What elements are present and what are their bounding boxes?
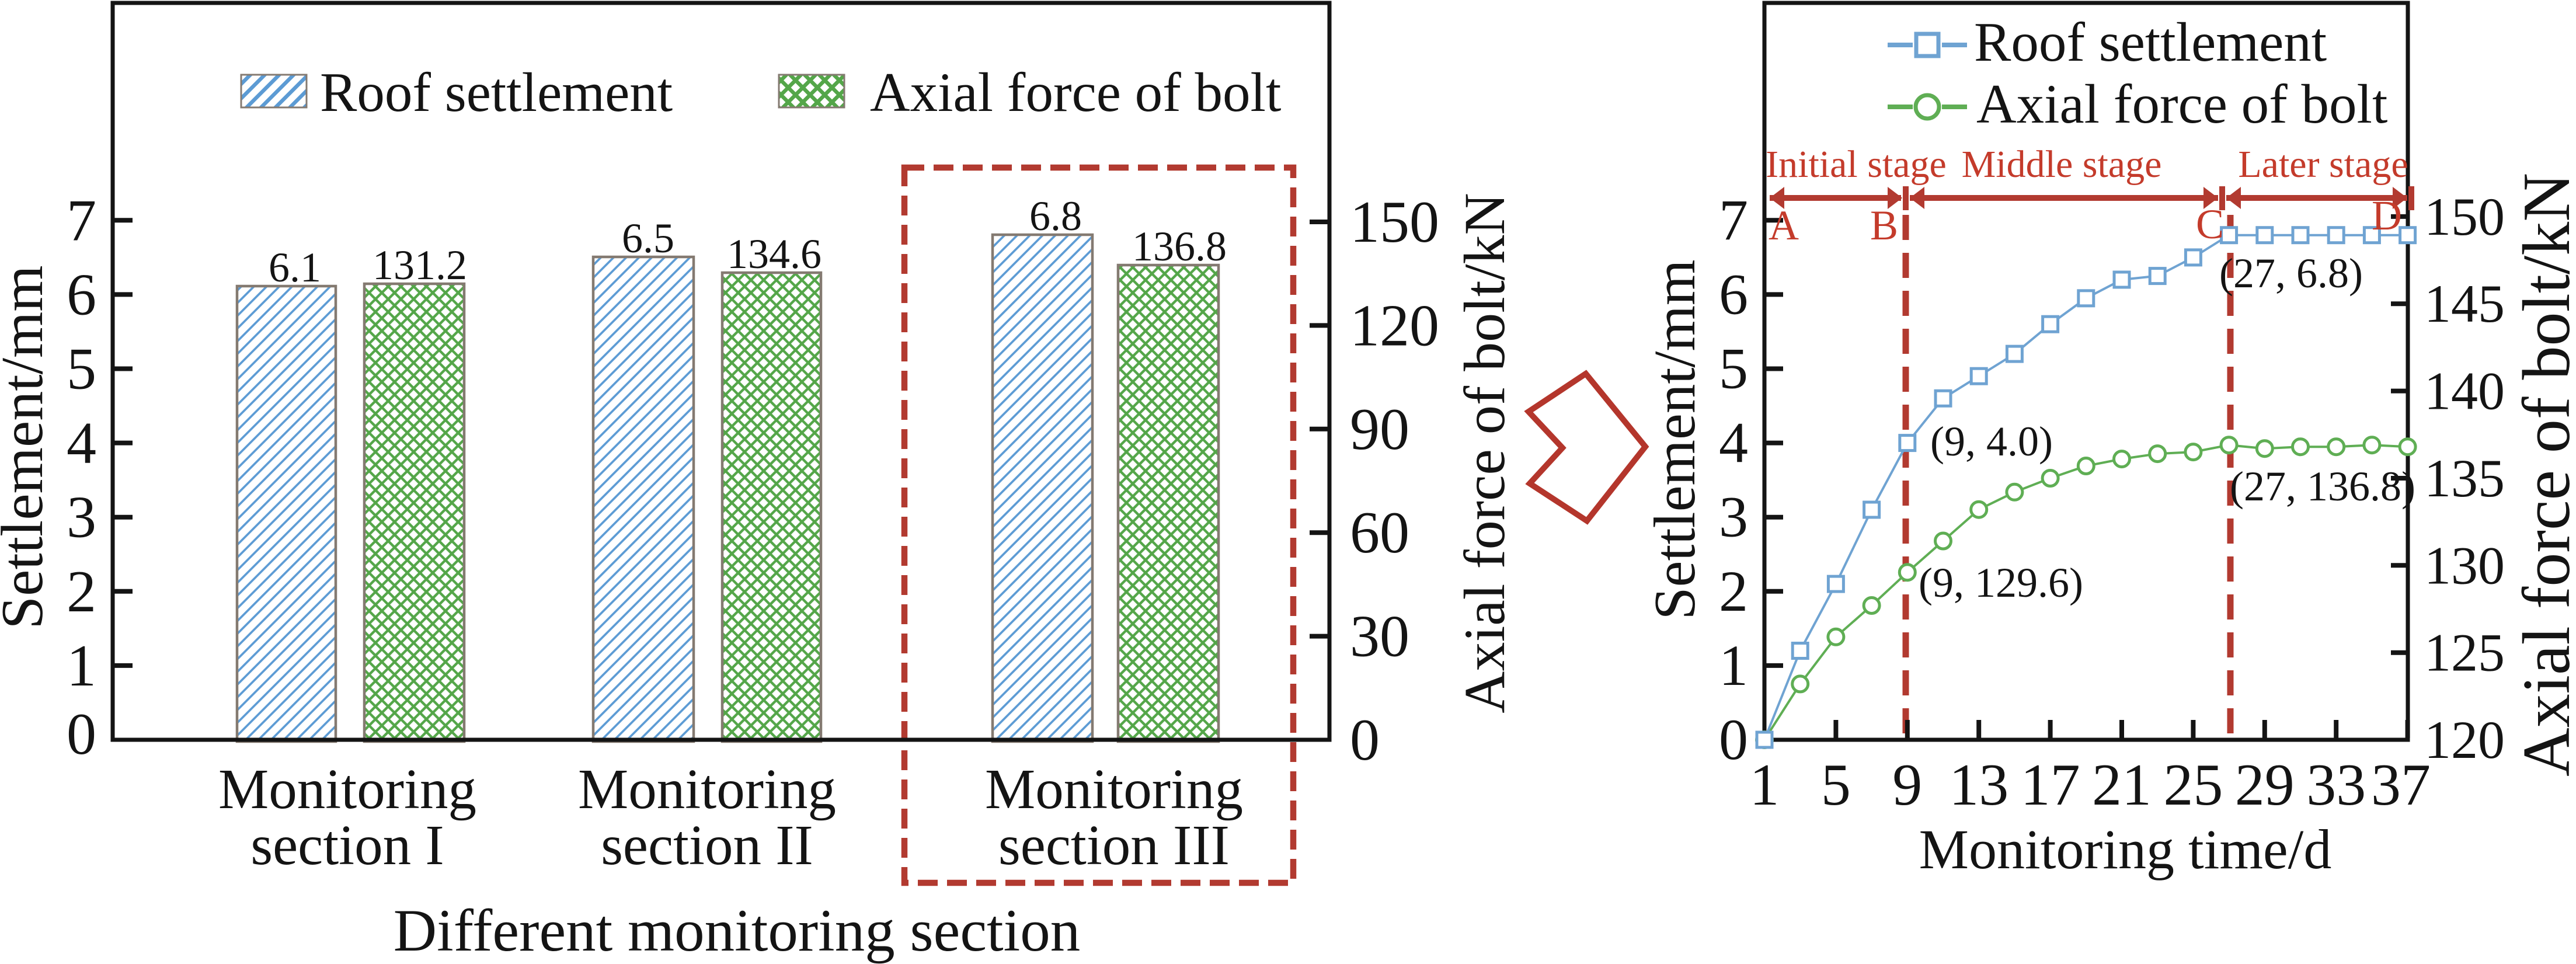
svg-text:150: 150 <box>2424 187 2505 246</box>
svg-text:1: 1 <box>1719 633 1748 698</box>
svg-text:5: 5 <box>67 336 96 402</box>
svg-text:section III: section III <box>998 814 1230 876</box>
svg-text:120: 120 <box>1350 293 1439 359</box>
svg-text:130: 130 <box>2424 535 2505 595</box>
svg-text:Monitoring: Monitoring <box>985 758 1243 820</box>
svg-text:134.6: 134.6 <box>727 231 821 277</box>
svg-text:Axial force of bolt: Axial force of bolt <box>1976 73 2387 135</box>
svg-text:6: 6 <box>67 262 96 328</box>
svg-text:Monitoring: Monitoring <box>578 758 836 820</box>
svg-text:6.1: 6.1 <box>269 244 321 291</box>
svg-text:Later stage: Later stage <box>2238 143 2408 186</box>
svg-text:2: 2 <box>1719 559 1748 624</box>
svg-text:(27, 136.8): (27, 136.8) <box>2230 463 2415 510</box>
svg-text:2: 2 <box>67 559 96 625</box>
svg-text:21: 21 <box>2092 752 2152 818</box>
svg-text:3: 3 <box>67 485 96 551</box>
svg-text:131.2: 131.2 <box>373 242 467 288</box>
svg-text:0: 0 <box>67 701 96 767</box>
svg-text:13: 13 <box>1949 752 2008 818</box>
svg-text:30: 30 <box>1350 604 1409 670</box>
svg-text:7: 7 <box>1719 187 1748 252</box>
svg-text:7: 7 <box>67 187 96 253</box>
svg-text:4: 4 <box>1719 410 1748 475</box>
svg-text:17: 17 <box>2021 752 2080 818</box>
svg-text:6.8: 6.8 <box>1029 193 1082 239</box>
svg-text:B: B <box>1870 202 1898 249</box>
svg-text:Different monitoring section: Different monitoring section <box>394 897 1081 964</box>
svg-text:37: 37 <box>2371 752 2431 818</box>
svg-text:3: 3 <box>1719 485 1748 549</box>
svg-text:Monitoring: Monitoring <box>218 758 476 820</box>
svg-text:33: 33 <box>2306 752 2366 818</box>
svg-text:Axial force of bolt: Axial force of bolt <box>870 61 1281 123</box>
svg-text:Settlement/mm: Settlement/mm <box>1642 259 1707 620</box>
svg-text:5: 5 <box>1821 752 1851 818</box>
svg-text:1: 1 <box>67 633 96 699</box>
svg-text:60: 60 <box>1350 500 1409 566</box>
svg-text:136.8: 136.8 <box>1132 223 1227 270</box>
svg-text:90: 90 <box>1350 396 1409 462</box>
svg-text:25: 25 <box>2163 752 2223 818</box>
svg-text:125: 125 <box>2424 623 2505 683</box>
svg-text:150: 150 <box>1350 189 1439 255</box>
svg-text:135: 135 <box>2424 448 2505 508</box>
svg-text:(9, 4.0): (9, 4.0) <box>1930 418 2053 465</box>
svg-text:Settlement/mm: Settlement/mm <box>0 265 55 629</box>
svg-text:Middle stage: Middle stage <box>1962 143 2162 186</box>
svg-text:(9, 129.6): (9, 129.6) <box>1919 559 2083 606</box>
svg-text:section I: section I <box>250 814 444 876</box>
svg-text:145: 145 <box>2424 274 2505 333</box>
svg-text:0: 0 <box>1350 707 1380 773</box>
svg-text:29: 29 <box>2235 752 2295 818</box>
svg-text:section II: section II <box>601 814 813 876</box>
svg-text:A: A <box>1769 202 1799 249</box>
svg-text:Initial stage: Initial stage <box>1766 143 1947 186</box>
svg-text:(27, 6.8): (27, 6.8) <box>2219 250 2363 297</box>
svg-text:C: C <box>2196 201 2224 248</box>
svg-text:1: 1 <box>1750 752 1780 818</box>
svg-text:0: 0 <box>1719 707 1748 772</box>
svg-text:6.5: 6.5 <box>622 215 674 262</box>
svg-text:Axial force of bolt/kN: Axial force of bolt/kN <box>2509 173 2576 777</box>
svg-text:9: 9 <box>1892 752 1922 818</box>
svg-text:Roof settlement: Roof settlement <box>1974 11 2327 73</box>
svg-text:6: 6 <box>1719 262 1748 326</box>
svg-text:140: 140 <box>2424 361 2505 421</box>
svg-text:Axial force of bolt/kN: Axial force of bolt/kN <box>1452 193 1517 713</box>
svg-text:5: 5 <box>1719 336 1748 401</box>
svg-text:4: 4 <box>67 410 96 476</box>
svg-text:D: D <box>2372 192 2402 239</box>
svg-text:Monitoring time/d: Monitoring time/d <box>1919 818 2332 881</box>
svg-text:Roof settlement: Roof settlement <box>320 61 673 123</box>
svg-text:120: 120 <box>2424 710 2505 770</box>
